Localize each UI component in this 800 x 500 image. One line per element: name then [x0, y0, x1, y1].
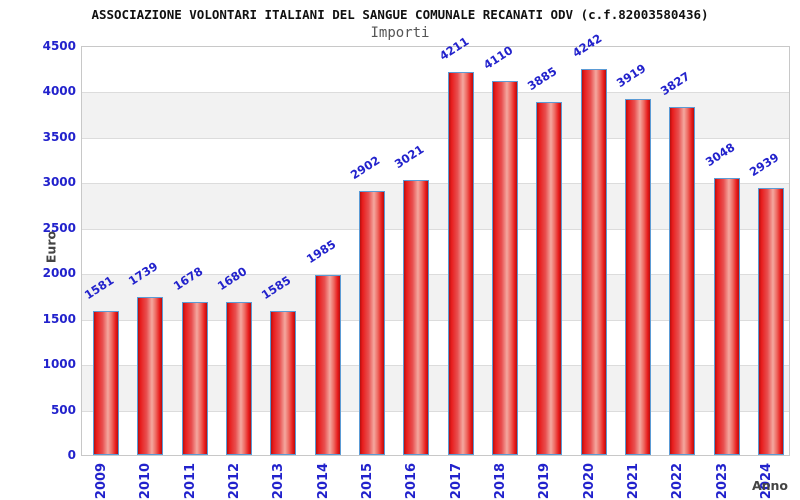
y-axis-title: Euro	[43, 230, 59, 264]
chart-title: ASSOCIAZIONE VOLONTARI ITALIANI DEL SANG…	[91, 7, 709, 22]
bar	[491, 81, 518, 455]
x-tick-label: 2018	[492, 462, 508, 500]
grid-line	[82, 274, 789, 276]
x-tick-label: 2009	[94, 462, 110, 500]
y-tick-label: 4500	[42, 39, 76, 53]
bar	[359, 191, 386, 455]
bar	[403, 180, 430, 455]
x-tick-label: 2020	[581, 462, 597, 500]
bar	[536, 101, 563, 455]
bar	[93, 311, 120, 455]
y-tick-label: 0	[67, 448, 76, 462]
bar	[181, 302, 208, 455]
grid-line	[82, 228, 789, 230]
y-tick-label: 1500	[42, 311, 76, 326]
bar	[580, 69, 607, 455]
y-tick-label: 1000	[42, 357, 76, 372]
bar	[226, 302, 253, 455]
y-tick-label: 2000	[42, 266, 76, 281]
grid-line	[82, 410, 789, 412]
bar	[137, 296, 164, 455]
x-tick-label: 2023	[714, 462, 730, 500]
x-axis-title: Anno	[751, 478, 788, 493]
x-tick-label: 2013	[271, 462, 287, 500]
x-tick-label: 2010	[138, 462, 154, 500]
chart-subtitle: Importi	[370, 25, 430, 41]
bar	[314, 274, 341, 455]
grid-line	[82, 365, 789, 367]
x-tick-label: 2015	[360, 462, 376, 500]
grid-line	[82, 92, 789, 94]
bar	[669, 107, 696, 455]
grid-line	[82, 319, 789, 321]
y-tick-label: 2500	[42, 220, 76, 235]
bar	[713, 177, 740, 455]
x-tick-label: 2017	[448, 462, 464, 500]
grid-line	[82, 137, 789, 139]
x-tick-label: 2022	[670, 462, 686, 500]
bar	[270, 310, 297, 455]
x-tick-label: 2011	[182, 462, 198, 500]
bar	[624, 98, 651, 455]
bar	[447, 72, 474, 455]
bar	[757, 187, 784, 455]
x-tick-label: 2016	[404, 462, 420, 500]
y-tick-label: 4000	[42, 84, 76, 99]
y-tick-label: 3500	[42, 129, 76, 144]
y-tick-label: 3000	[42, 175, 76, 190]
grid-line	[82, 183, 789, 185]
x-tick-label: 2021	[625, 462, 641, 500]
x-tick-label: 2014	[315, 462, 331, 500]
x-tick-label: 2012	[227, 462, 243, 500]
y-tick-label: 500	[50, 402, 76, 417]
x-tick-label: 2019	[537, 462, 553, 500]
